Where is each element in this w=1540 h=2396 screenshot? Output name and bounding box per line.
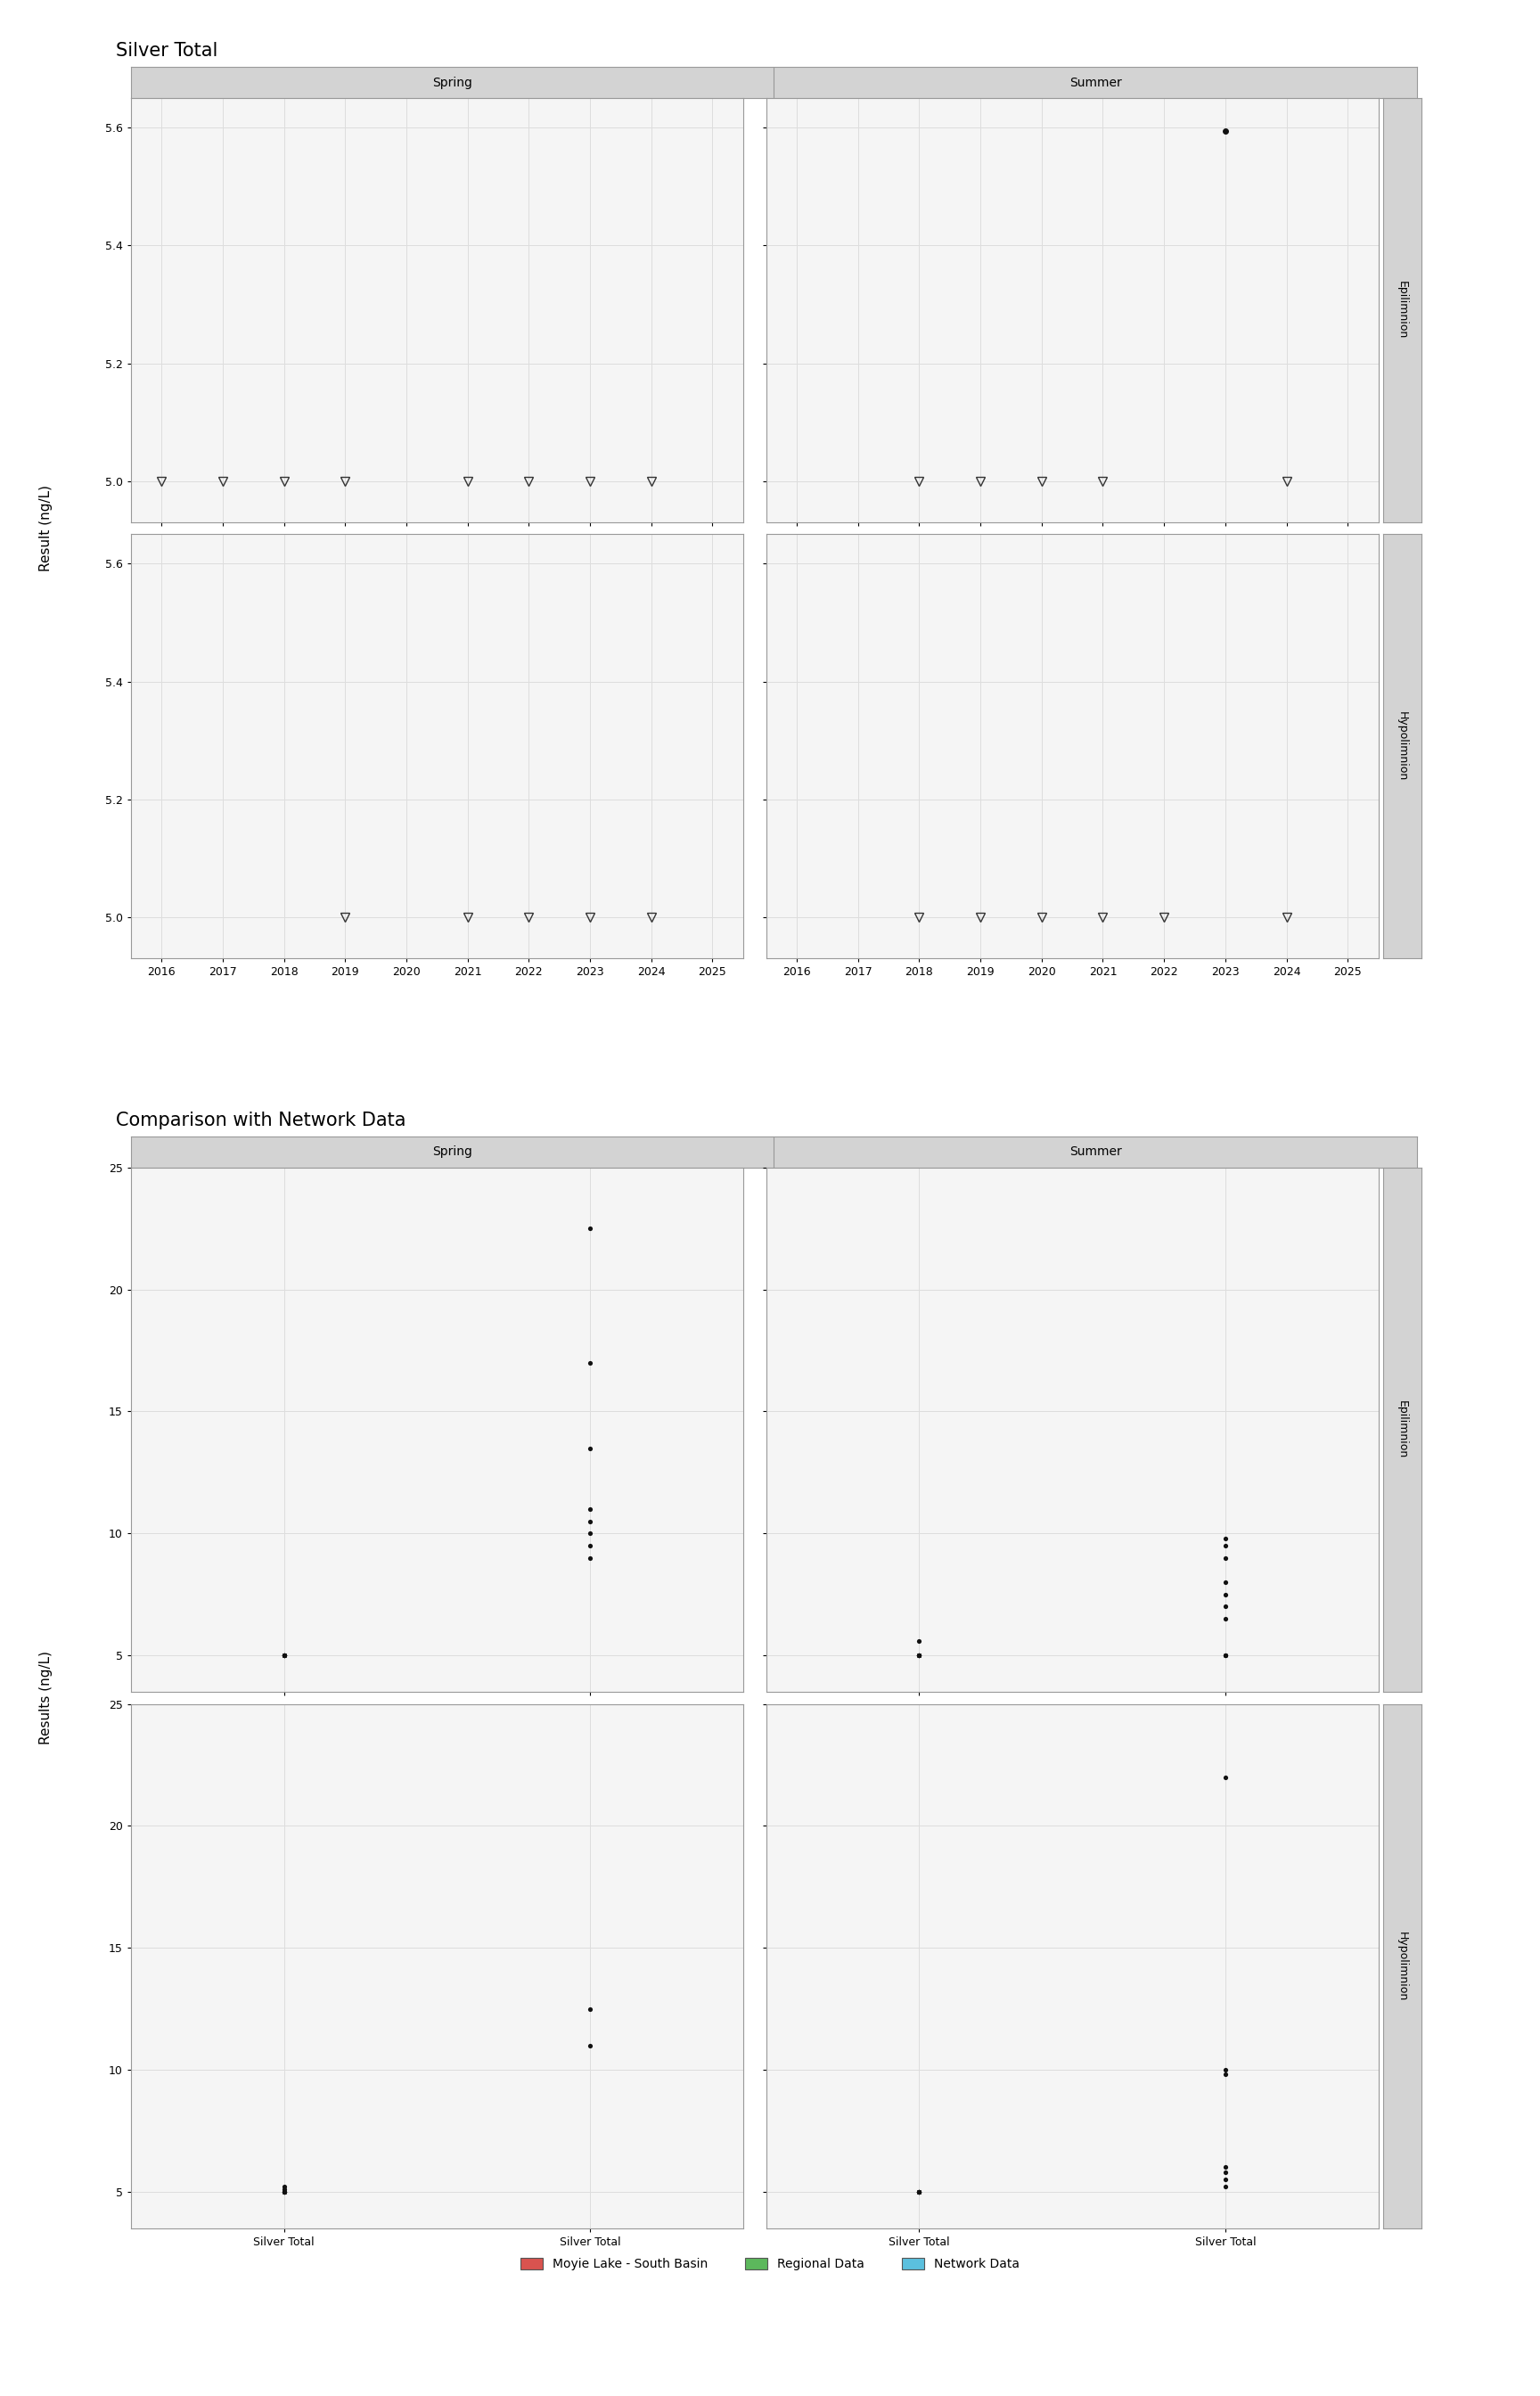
Point (578, 1538, 602, 1577)
Point (578, 1514, 602, 1553)
Point (578, 1490, 602, 1529)
Point (271, 2173, 296, 2212)
Point (1214, 2056, 1238, 2094)
Point (271, 1636, 296, 1675)
Point (907, 2173, 932, 2212)
Text: Comparison with Network Data: Comparison with Network Data (116, 1112, 405, 1129)
Point (1214, 2168, 1238, 2207)
Point (578, 1344, 602, 1382)
Point (271, 1636, 296, 1675)
Point (578, 1526, 602, 1565)
Point (1214, 2161, 1238, 2200)
Point (1214, 1759, 1238, 1797)
Point (907, 1636, 932, 1675)
Point (271, 1636, 296, 1675)
Point (578, 1989, 602, 2027)
Point (907, 2173, 932, 2212)
Point (271, 2171, 296, 2209)
Point (1214, 1526, 1238, 1565)
Point (271, 1636, 296, 1675)
Point (1214, 2154, 1238, 2192)
Text: Spring: Spring (433, 77, 473, 89)
Point (271, 2168, 296, 2207)
Point (1214, 1538, 1238, 1577)
Point (271, 2173, 296, 2212)
Text: Results (ng/L): Results (ng/L) (40, 1651, 52, 1744)
Point (907, 1636, 932, 1675)
Text: Summer: Summer (1069, 77, 1121, 89)
Point (271, 1636, 296, 1675)
Legend: Moyie Lake - South Basin, Regional Data, Network Data: Moyie Lake - South Basin, Regional Data,… (521, 2257, 1019, 2271)
Text: Silver Total: Silver Total (116, 43, 217, 60)
Point (907, 1622, 932, 1660)
Point (907, 1636, 932, 1675)
Point (271, 1636, 296, 1675)
Point (907, 2173, 932, 2212)
Text: Epilimnion: Epilimnion (1397, 280, 1408, 340)
Point (1214, 2149, 1238, 2188)
Point (1214, 1562, 1238, 1601)
Point (907, 1636, 932, 1675)
Point (1214, 1519, 1238, 1557)
Point (578, 1210, 602, 1248)
Point (907, 2173, 932, 2212)
Text: Summer: Summer (1069, 1145, 1121, 1157)
Text: Spring: Spring (433, 1145, 473, 1157)
Point (907, 2173, 932, 2212)
Point (907, 1636, 932, 1675)
Point (1214, 1636, 1238, 1675)
Point (907, 1636, 932, 1675)
Point (271, 2173, 296, 2212)
Point (578, 2027, 602, 2065)
Point (1214, 1636, 1238, 1675)
Point (907, 2173, 932, 2212)
Point (271, 2173, 296, 2212)
Point (578, 1428, 602, 1466)
Text: Result (ng/L): Result (ng/L) (40, 484, 52, 573)
Text: Hypolimnion: Hypolimnion (1397, 1931, 1408, 2001)
Point (271, 2173, 296, 2212)
Point (1214, 1636, 1238, 1675)
Point (1214, 1601, 1238, 1639)
Point (1214, 1574, 1238, 1613)
Point (907, 2173, 932, 2212)
Point (271, 1636, 296, 1675)
Text: Epilimnion: Epilimnion (1397, 1402, 1408, 1459)
Point (1214, 1589, 1238, 1627)
Point (1214, 2051, 1238, 2089)
Text: Hypolimnion: Hypolimnion (1397, 712, 1408, 781)
Point (578, 1502, 602, 1541)
